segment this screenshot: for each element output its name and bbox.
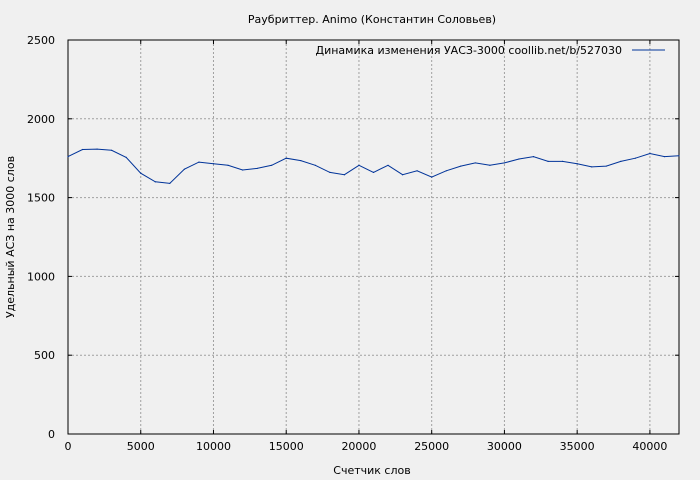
- data-point: [125, 156, 127, 159]
- plot-frame: [67, 39, 680, 435]
- data-point: [547, 160, 549, 162]
- x-tick-label: 30000: [487, 440, 522, 453]
- data-point: [198, 161, 200, 163]
- data-point: [663, 156, 666, 158]
- y-tick-label: 1500: [27, 192, 55, 205]
- data-point: [314, 164, 316, 166]
- data-point: [605, 165, 607, 167]
- legend-label: Динамика изменения УАСЗ-3000 coollib.net…: [316, 44, 623, 57]
- data-point: [358, 164, 360, 166]
- data-point: [460, 165, 462, 167]
- x-tick-label: 15000: [269, 440, 304, 453]
- data-point: [416, 170, 418, 172]
- axis-ticks: 0 5000 10000 15000 20000 25000 30000 35000 40000…: [27, 34, 679, 453]
- data-point: [271, 164, 273, 166]
- data-point: [111, 149, 113, 151]
- data-point: [227, 164, 229, 166]
- data-point: [431, 176, 433, 178]
- data-point: [518, 158, 520, 160]
- x-tick-label: 5000: [127, 440, 155, 453]
- x-tick-label: 0: [65, 440, 72, 453]
- data-point: [96, 148, 98, 150]
- data-point: [329, 171, 331, 173]
- data-point: [285, 157, 287, 159]
- data-point: [169, 182, 171, 185]
- data-point: [140, 172, 142, 174]
- y-tick-label: 500: [34, 349, 55, 362]
- data-point: [372, 171, 375, 173]
- data-point: [387, 164, 389, 166]
- x-tick-label: 40000: [632, 440, 667, 453]
- data-point: [620, 160, 622, 162]
- x-tick-label: 35000: [560, 440, 595, 453]
- data-point: [67, 156, 69, 158]
- data-point: [256, 167, 258, 170]
- data-point: [241, 169, 244, 171]
- data-point: [634, 157, 636, 159]
- data-point: [576, 163, 578, 165]
- y-tick-label: 0: [48, 428, 55, 441]
- x-axis-label: Счетчик слов: [333, 464, 410, 477]
- chart-title: Раубриттер. Animo (Константин Соловьев): [248, 13, 496, 26]
- legend: Динамика изменения УАСЗ-3000 coollib.net…: [316, 44, 665, 57]
- data-point: [591, 166, 593, 168]
- data-point: [678, 155, 680, 157]
- x-tick-label: 25000: [414, 440, 449, 453]
- data-point: [474, 162, 476, 164]
- series-layer: [67, 148, 680, 185]
- data-point: [503, 162, 506, 164]
- series-line: [67, 148, 680, 184]
- data-point: [489, 164, 491, 166]
- data-point: [562, 160, 564, 162]
- y-tick-label: 2500: [27, 34, 55, 47]
- grid: [68, 40, 679, 434]
- data-point: [649, 152, 651, 155]
- data-point: [401, 174, 404, 176]
- data-point: [532, 156, 535, 158]
- data-point: [183, 168, 185, 170]
- y-axis-label: Удельный АСЗ на 3000 слов: [4, 156, 17, 318]
- x-tick-label: 20000: [341, 440, 376, 453]
- y-tick-label: 2000: [27, 113, 55, 126]
- data-point: [154, 181, 156, 183]
- data-point: [300, 159, 302, 162]
- x-tick-label: 10000: [196, 440, 231, 453]
- data-point: [445, 170, 447, 172]
- y-tick-label: 1000: [27, 270, 55, 283]
- data-point: [81, 148, 84, 151]
- data-point: [343, 174, 346, 176]
- data-point: [212, 163, 215, 165]
